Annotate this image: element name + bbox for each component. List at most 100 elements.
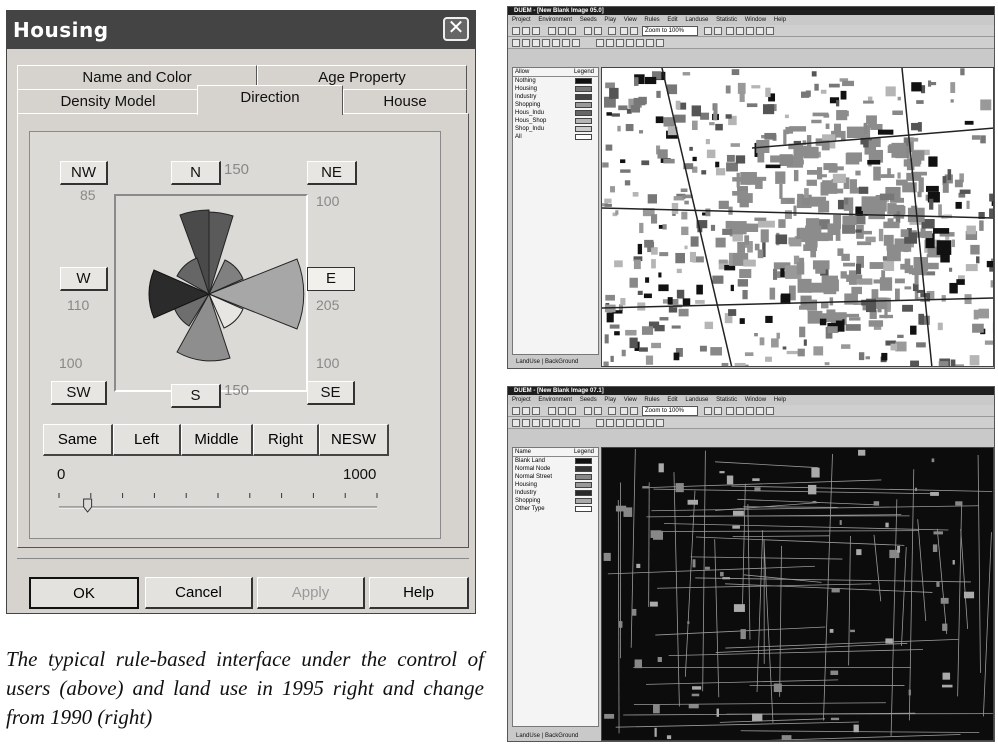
menu-help[interactable]: Help xyxy=(773,397,787,403)
stop-icon[interactable] xyxy=(532,419,540,427)
direction-e-button[interactable]: E xyxy=(307,267,355,291)
pointer-icon[interactable] xyxy=(608,407,616,415)
menu-landuse[interactable]: Landuse xyxy=(685,397,709,403)
menu-environment[interactable]: Environment xyxy=(538,17,573,23)
menu-project[interactable]: Project xyxy=(512,397,531,403)
tool-icon[interactable] xyxy=(636,419,644,427)
legend-row[interactable]: Shopping xyxy=(513,101,598,109)
menu-help[interactable]: Help xyxy=(773,17,787,23)
paste-icon[interactable] xyxy=(568,407,576,415)
stop-icon[interactable] xyxy=(532,39,540,47)
dialog-title-bar[interactable]: Housing xyxy=(7,11,475,49)
tool-icon[interactable] xyxy=(766,407,774,415)
pointer-icon[interactable] xyxy=(608,27,616,35)
step-icon[interactable] xyxy=(562,39,570,47)
tool-icon[interactable] xyxy=(616,419,624,427)
menu-play[interactable]: Play xyxy=(604,397,617,403)
legend-row[interactable]: Industry xyxy=(513,489,598,497)
direction-nw-button[interactable]: NW xyxy=(60,161,108,185)
menu-rules[interactable]: Rules xyxy=(644,17,660,23)
help-button[interactable]: Help xyxy=(369,577,469,609)
copy-icon[interactable] xyxy=(558,27,566,35)
tool-icon[interactable] xyxy=(756,407,764,415)
tool-icon[interactable] xyxy=(636,39,644,47)
slider-thumb[interactable] xyxy=(83,498,93,513)
legend-row[interactable]: Blank Land xyxy=(513,457,598,465)
tool-icon[interactable] xyxy=(656,419,664,427)
tab-direction[interactable]: Direction xyxy=(197,85,343,115)
window-title[interactable]: DUEM - [New Blank Image 07.1] xyxy=(508,387,994,395)
tab-house[interactable]: House xyxy=(343,89,467,113)
legend-row[interactable]: Industry xyxy=(513,93,598,101)
direction-n-button[interactable]: N xyxy=(171,161,221,185)
menu-environment[interactable]: Environment xyxy=(538,397,573,403)
landuse-change-map[interactable] xyxy=(601,447,994,741)
tool-icon[interactable] xyxy=(646,39,654,47)
same-button[interactable]: Same xyxy=(43,424,113,456)
record-icon[interactable] xyxy=(542,419,550,427)
direction-sw-button[interactable]: SW xyxy=(51,381,107,405)
direction-s-button[interactable]: S xyxy=(171,384,221,408)
tab-name-and-color[interactable]: Name and Color xyxy=(17,65,257,89)
menu-statistic[interactable]: Statistic xyxy=(716,397,738,403)
tool-icon[interactable] xyxy=(616,39,624,47)
cut-icon[interactable] xyxy=(548,407,556,415)
new-icon[interactable] xyxy=(512,407,520,415)
tool-icon[interactable] xyxy=(626,419,634,427)
tool-icon[interactable] xyxy=(726,27,734,35)
menu-edit[interactable]: Edit xyxy=(667,17,678,23)
zoom-out-icon[interactable] xyxy=(630,407,638,415)
legend-row[interactable]: Other Type xyxy=(513,505,598,513)
tool-icon[interactable] xyxy=(596,39,604,47)
open-icon[interactable] xyxy=(522,27,530,35)
tab-landuse[interactable]: LandUse xyxy=(516,733,541,739)
tab-background[interactable]: BackGround xyxy=(544,359,579,365)
tool-icon[interactable] xyxy=(606,419,614,427)
cut-icon[interactable] xyxy=(548,27,556,35)
legend-row[interactable]: Shop_Indu xyxy=(513,125,598,133)
legend-row[interactable]: All xyxy=(513,133,598,141)
menu-rules[interactable]: Rules xyxy=(644,397,660,403)
tab-background[interactable]: BackGround xyxy=(544,733,579,739)
menu-landuse[interactable]: Landuse xyxy=(685,17,709,23)
apply-button[interactable]: Apply xyxy=(257,577,365,609)
tool-icon[interactable] xyxy=(626,39,634,47)
right-button[interactable]: Right xyxy=(253,424,319,456)
direction-ne-button[interactable]: NE xyxy=(307,161,357,185)
menu-seeds[interactable]: Seeds xyxy=(579,397,597,403)
legend-row[interactable]: Nothing xyxy=(513,77,598,85)
zoom-in-icon[interactable] xyxy=(620,27,628,35)
paste-icon[interactable] xyxy=(568,27,576,35)
legend-row[interactable]: Housing xyxy=(513,85,598,93)
help-icon[interactable] xyxy=(594,27,602,35)
tab-density-model[interactable]: Density Model xyxy=(17,89,199,113)
menu-view[interactable]: View xyxy=(623,17,637,23)
zoom-select[interactable]: Zoom to 100% xyxy=(642,26,698,36)
tool-icon[interactable] xyxy=(736,27,744,35)
pause-icon[interactable] xyxy=(522,39,530,47)
tool-icon[interactable] xyxy=(726,407,734,415)
direction-w-button[interactable]: W xyxy=(60,267,108,291)
tool-icon[interactable] xyxy=(656,39,664,47)
landuse-map-1995[interactable] xyxy=(601,67,994,367)
open-icon[interactable] xyxy=(522,407,530,415)
help-icon[interactable] xyxy=(594,407,602,415)
record-icon[interactable] xyxy=(542,39,550,47)
direction-se-button[interactable]: SE xyxy=(307,381,355,405)
legend-row[interactable]: Hous_Indu xyxy=(513,109,598,117)
zoom-in-icon[interactable] xyxy=(620,407,628,415)
print-icon[interactable] xyxy=(584,407,592,415)
middle-button[interactable]: Middle xyxy=(181,424,253,456)
forward-icon[interactable] xyxy=(552,39,560,47)
tool-icon[interactable] xyxy=(704,407,712,415)
menu-project[interactable]: Project xyxy=(512,17,531,23)
menu-statistic[interactable]: Statistic xyxy=(716,17,738,23)
forward-icon[interactable] xyxy=(552,419,560,427)
nesw-button[interactable]: NESW xyxy=(319,424,389,456)
end-icon[interactable] xyxy=(572,39,580,47)
tool-icon[interactable] xyxy=(746,407,754,415)
legend-row[interactable]: Shopping xyxy=(513,497,598,505)
tool-icon[interactable] xyxy=(756,27,764,35)
tool-icon[interactable] xyxy=(596,419,604,427)
menu-play[interactable]: Play xyxy=(604,17,617,23)
